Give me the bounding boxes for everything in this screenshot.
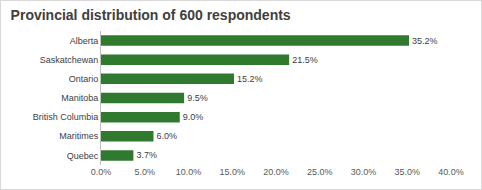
svg-text:6.0%: 6.0% xyxy=(157,131,178,141)
svg-text:15.0%: 15.0% xyxy=(219,167,245,177)
svg-text:Quebec: Quebec xyxy=(67,151,99,161)
svg-text:35.0%: 35.0% xyxy=(394,167,420,177)
svg-text:Ontario: Ontario xyxy=(69,74,99,84)
svg-text:35.2%: 35.2% xyxy=(412,36,438,46)
svg-text:0.0%: 0.0% xyxy=(91,167,112,177)
svg-text:Saskatchewan: Saskatchewan xyxy=(40,55,99,65)
svg-text:25.0%: 25.0% xyxy=(307,167,333,177)
svg-text:3.7%: 3.7% xyxy=(136,150,157,160)
svg-text:Manitoba: Manitoba xyxy=(61,93,98,103)
svg-text:15.2%: 15.2% xyxy=(237,74,263,84)
svg-text:21.5%: 21.5% xyxy=(292,55,318,65)
svg-text:9.5%: 9.5% xyxy=(187,93,208,103)
svg-text:40.0%: 40.0% xyxy=(438,167,464,177)
svg-text:9.0%: 9.0% xyxy=(183,112,204,122)
svg-text:10.0%: 10.0% xyxy=(176,167,202,177)
svg-text:20.0%: 20.0% xyxy=(263,167,289,177)
svg-text:30.0%: 30.0% xyxy=(351,167,377,177)
svg-text:5.0%: 5.0% xyxy=(134,167,155,177)
svg-text:Alberta: Alberta xyxy=(70,36,99,46)
svg-text:Provincial distribution of 600: Provincial distribution of 600 responden… xyxy=(11,7,291,23)
svg-text:Maritimes: Maritimes xyxy=(59,131,99,141)
svg-text:British Columbia: British Columbia xyxy=(33,112,99,122)
